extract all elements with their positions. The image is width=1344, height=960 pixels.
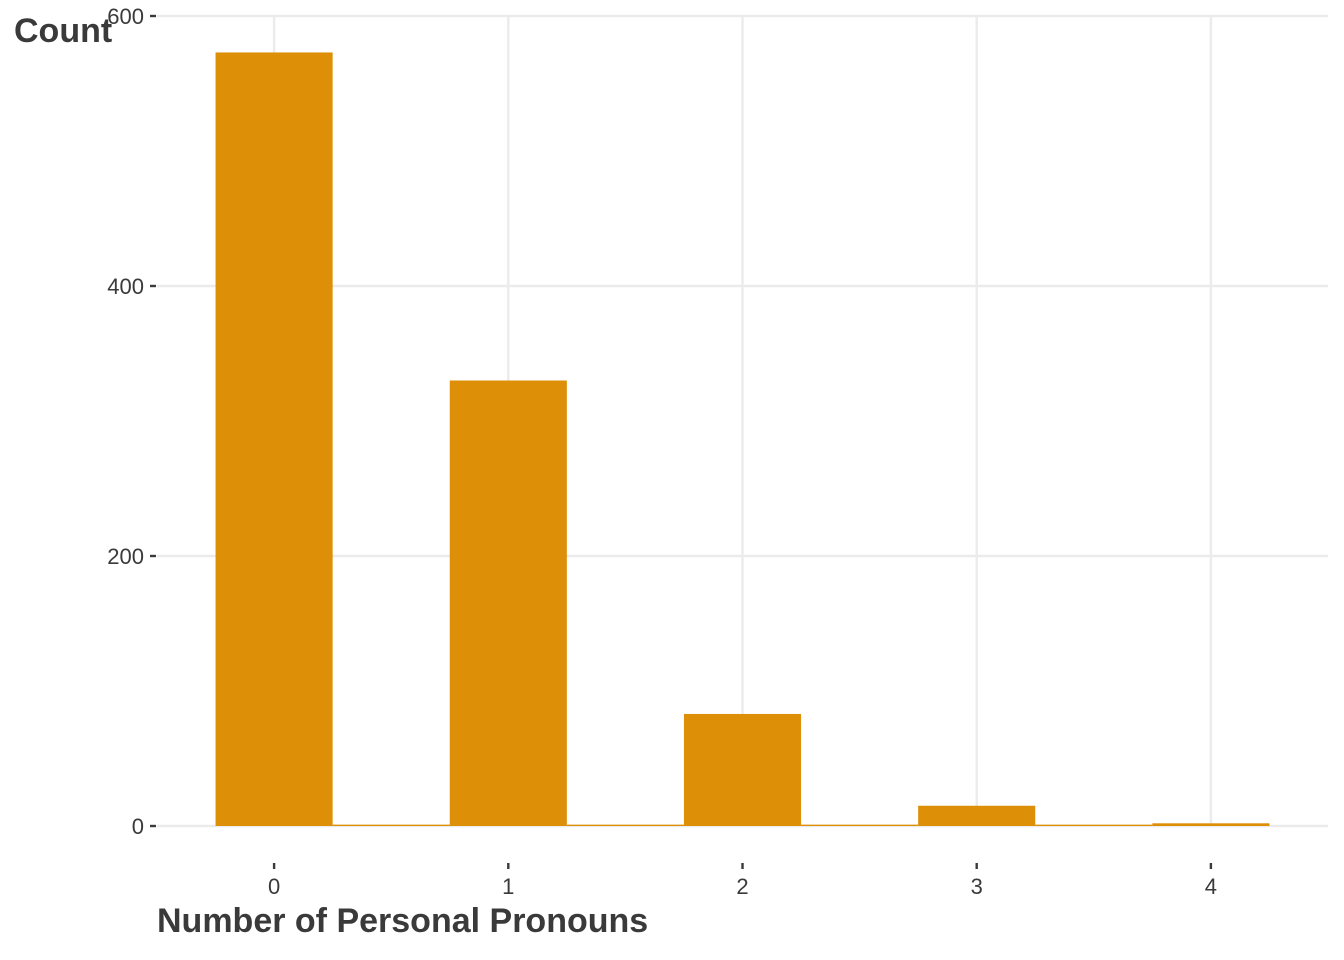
x-tick-label: 2 — [736, 874, 748, 899]
x-tick-label: 3 — [971, 874, 983, 899]
histogram-bar — [918, 805, 1036, 826]
histogram-bar — [332, 824, 450, 826]
x-axis-title: Number of Personal Pronouns — [157, 902, 648, 940]
x-tick-label: 0 — [268, 874, 280, 899]
histogram-bar — [449, 380, 567, 826]
histogram-bar — [801, 824, 919, 826]
y-axis-title: Count — [14, 12, 112, 50]
histogram-bar — [215, 52, 333, 826]
y-tick-label: 400 — [107, 274, 144, 299]
x-tick-label: 1 — [502, 874, 514, 899]
x-tick-label: 4 — [1205, 874, 1217, 899]
y-tick-label: 200 — [107, 544, 144, 569]
y-tick-label: 600 — [107, 4, 144, 29]
histogram-bar — [683, 713, 802, 826]
histogram-bar — [566, 824, 684, 826]
axes: 0 200 400 600 0 1 2 3 4 — [107, 4, 1217, 899]
histogram-bars — [215, 52, 1270, 826]
histogram-bar — [1152, 823, 1270, 826]
y-tick-label: 0 — [132, 814, 144, 839]
histogram-bar — [1035, 824, 1153, 826]
